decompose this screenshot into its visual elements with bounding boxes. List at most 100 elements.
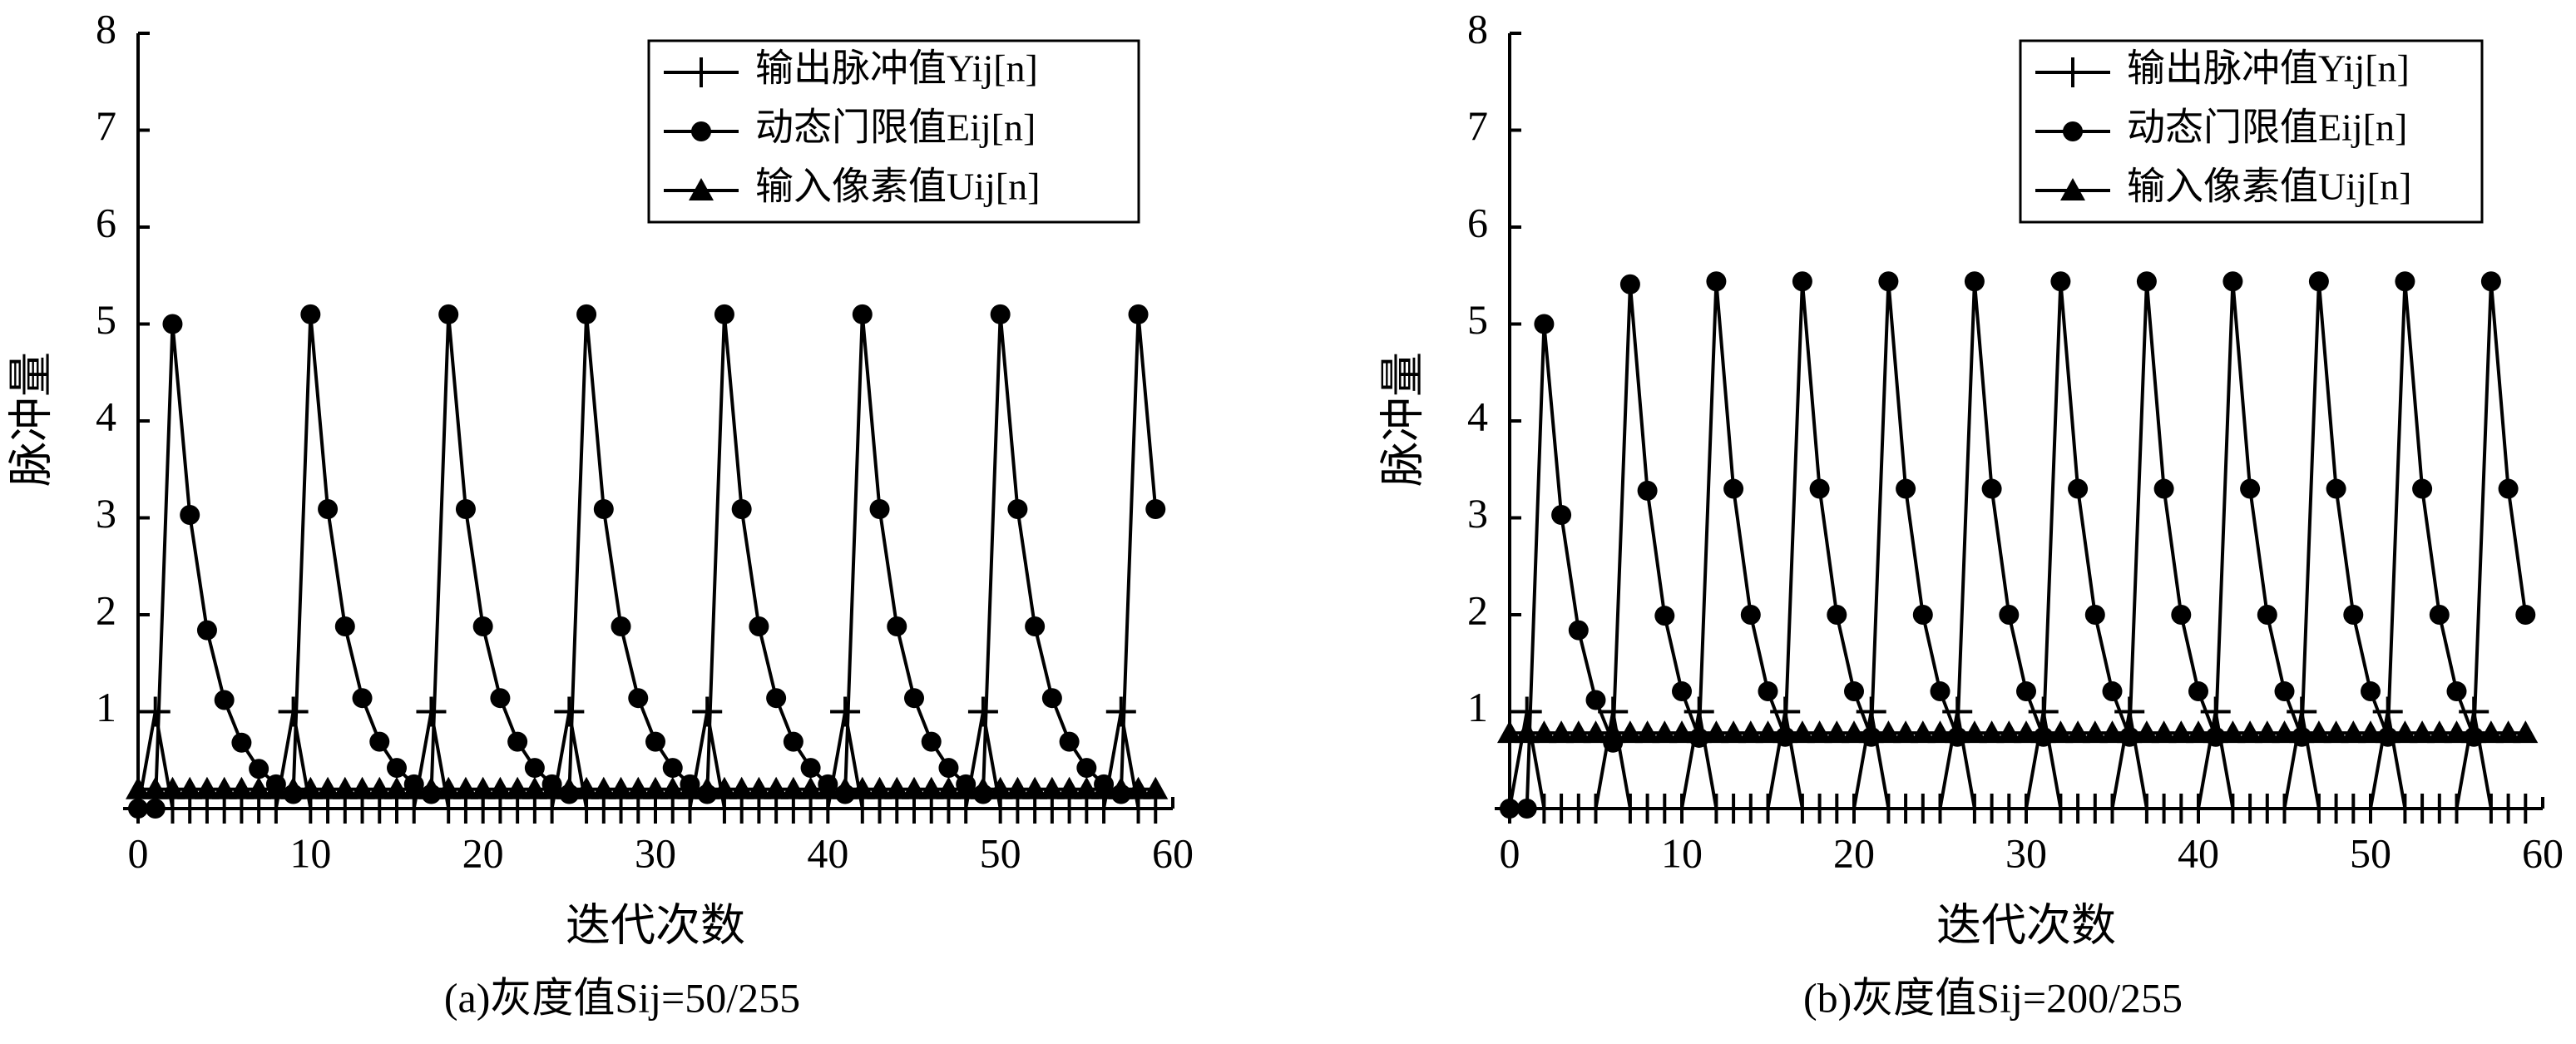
marker-circle	[662, 758, 683, 779]
x-tick-label: 0	[1500, 829, 1520, 876]
marker-circle	[1568, 620, 1589, 641]
marker-circle	[2446, 681, 2467, 702]
x-axis-title: 迭代次数	[1936, 900, 2116, 950]
legend-label: 输出脉冲值Yij[n]	[2127, 47, 2410, 90]
marker-triangle	[246, 776, 272, 799]
marker-triangle	[1074, 776, 1100, 799]
marker-triangle	[1789, 720, 1815, 744]
marker-triangle	[1945, 720, 1970, 744]
x-tick-label: 20	[462, 829, 504, 876]
marker-circle	[455, 499, 476, 520]
legend-label: 动态门限值Eij[n]	[755, 106, 1036, 149]
marker-triangle	[315, 776, 341, 799]
marker-triangle	[2410, 720, 2435, 744]
marker-triangle	[1056, 776, 1082, 799]
y-axis-title: 脉冲量	[6, 352, 56, 487]
marker-triangle	[2014, 720, 2039, 744]
marker-circle	[1740, 605, 1761, 625]
marker-triangle	[160, 776, 185, 799]
marker-triangle	[436, 776, 462, 799]
marker-triangle	[2306, 720, 2331, 744]
marker-circle	[300, 304, 321, 324]
x-tick-label: 60	[1152, 829, 1194, 876]
marker-triangle	[2478, 720, 2504, 744]
marker-circle	[162, 314, 183, 334]
marker-triangle	[2133, 720, 2159, 744]
marker-triangle	[470, 776, 496, 799]
marker-triangle	[367, 776, 393, 799]
x-tick-label: 20	[1833, 829, 1875, 876]
marker-plus	[2183, 794, 2213, 824]
marker-plus	[830, 696, 861, 727]
marker-triangle	[2272, 720, 2297, 744]
marker-triangle	[177, 776, 203, 799]
marker-triangle	[1824, 720, 1850, 744]
marker-circle	[231, 732, 252, 753]
x-tick-label: 40	[2178, 829, 2219, 876]
marker-triangle	[1876, 720, 1901, 744]
marker-triangle	[1910, 720, 1936, 744]
marker-circle	[904, 688, 924, 709]
x-tick-label: 60	[2522, 829, 2564, 876]
marker-triangle	[987, 776, 1013, 799]
marker-circle	[2257, 605, 2277, 625]
marker-circle	[145, 799, 166, 819]
marker-circle	[1896, 478, 1916, 499]
marker-circle	[472, 616, 493, 636]
marker-triangle	[711, 776, 737, 799]
marker-plus	[1753, 794, 1783, 824]
marker-plus	[2058, 57, 2088, 87]
marker-triangle	[1773, 720, 1798, 744]
marker-circle	[2068, 478, 2089, 499]
marker-triangle	[677, 776, 703, 799]
marker-circle	[783, 731, 803, 752]
x-axis-title: 迭代次数	[566, 900, 745, 950]
marker-triangle	[2341, 720, 2366, 744]
y-tick-label: 1	[96, 684, 116, 730]
marker-triangle	[211, 776, 237, 799]
marker-triangle	[1039, 776, 1065, 799]
marker-triangle	[349, 776, 375, 799]
marker-triangle	[384, 776, 409, 799]
marker-circle	[524, 758, 545, 779]
marker-circle	[249, 759, 269, 779]
marker-triangle	[522, 776, 547, 799]
marker-circle	[2063, 121, 2083, 141]
marker-circle	[2308, 271, 2329, 292]
marker-triangle	[695, 776, 720, 799]
marker-circle	[2326, 478, 2346, 499]
marker-circle	[576, 304, 597, 324]
marker-triangle	[1531, 720, 1557, 744]
marker-triangle	[1807, 720, 1832, 744]
marker-circle	[2515, 605, 2536, 625]
y-tick-label: 6	[1467, 199, 1488, 245]
marker-plus	[686, 57, 716, 87]
marker-circle	[180, 505, 200, 526]
marker-plus	[2097, 794, 2128, 824]
marker-circle	[1128, 304, 1149, 324]
x-tick-label: 30	[2005, 829, 2047, 876]
marker-triangle	[487, 776, 513, 799]
marker-triangle	[2060, 178, 2085, 200]
marker-plus	[2441, 794, 2472, 824]
series-line	[138, 314, 1158, 810]
marker-triangle	[452, 776, 478, 799]
marker-triangle	[2030, 720, 2056, 744]
marker-triangle	[574, 776, 600, 799]
marker-circle	[2222, 271, 2243, 292]
marker-circle	[1551, 505, 1572, 526]
marker-circle	[1076, 758, 1097, 779]
marker-plus	[1839, 794, 1869, 824]
marker-circle	[1672, 681, 1692, 702]
marker-circle	[2016, 681, 2036, 702]
y-tick-label: 3	[96, 490, 116, 537]
marker-circle	[387, 758, 407, 779]
caption: (b)灰度值Sij=200/255	[1803, 974, 2183, 1021]
marker-circle	[1654, 606, 1675, 626]
marker-circle	[1025, 616, 1046, 636]
marker-circle	[2343, 605, 2364, 625]
legend-label: 动态门限值Eij[n]	[2127, 106, 2407, 149]
marker-triangle	[833, 776, 858, 799]
